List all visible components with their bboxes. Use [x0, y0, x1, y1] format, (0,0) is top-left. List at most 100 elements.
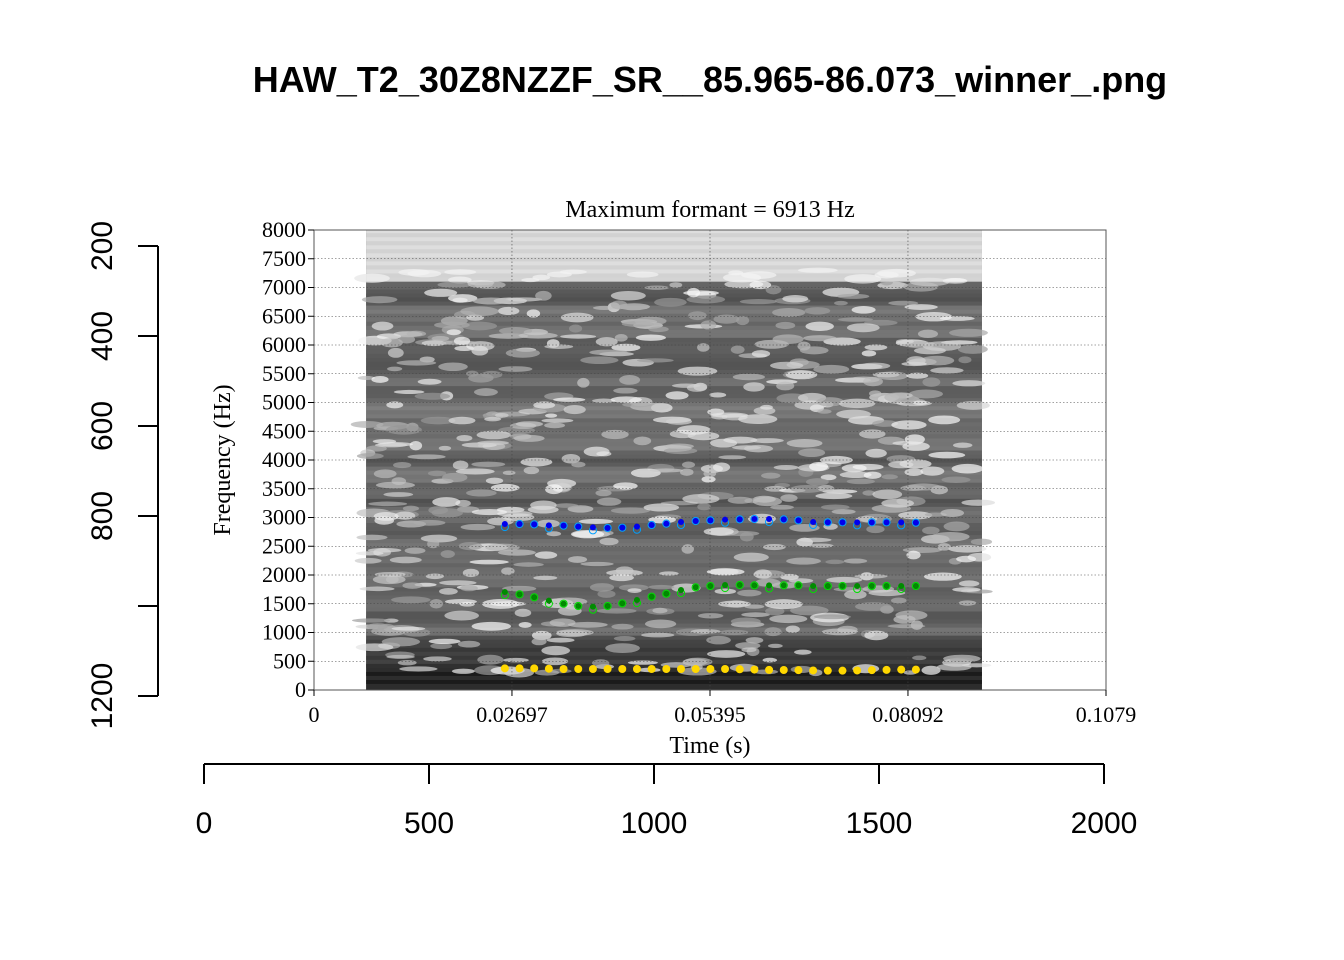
spectrogram-blob	[371, 376, 389, 383]
spectrogram-blob	[406, 330, 427, 337]
spectrogram-blob	[854, 573, 888, 579]
spectrogram-blob	[356, 534, 388, 541]
f2-point	[604, 602, 611, 609]
f3-point	[633, 523, 640, 530]
f3-point	[912, 519, 919, 526]
spectrogram-blob	[788, 578, 814, 584]
spectrogram-blob	[769, 361, 804, 370]
spectrogram-blob	[744, 604, 765, 609]
spectrogram-blob	[706, 635, 731, 645]
spectrogram-blob	[472, 297, 510, 305]
spectrogram-blob	[798, 537, 832, 543]
spectrogram-blob	[546, 531, 562, 537]
spectrogram-blob	[452, 460, 469, 470]
spectrogram-blob	[380, 337, 403, 348]
spectrogram-blob	[454, 345, 475, 351]
spectrogram-blob	[520, 457, 553, 467]
spectrogram-blob	[732, 373, 766, 381]
spectrogram-blob	[567, 556, 588, 563]
f2-ring	[647, 592, 656, 601]
spectrogram-blob	[474, 388, 498, 396]
spectrogram-blob	[730, 345, 745, 354]
spectrogram-blob	[789, 524, 820, 532]
spectrogram-blob	[404, 547, 426, 554]
f2-ring	[515, 590, 524, 599]
spectrogram-blob	[497, 306, 520, 316]
spectrogram-blob	[432, 497, 461, 507]
spectrogram-blob	[563, 405, 586, 415]
spectrogram-blob	[469, 559, 509, 565]
spectrogram-blob	[838, 317, 874, 322]
spectrogram-blob	[785, 625, 800, 633]
spectrogram-blob	[790, 484, 825, 493]
spectrogram-blob	[387, 347, 404, 358]
y-tick-label: 6500	[262, 303, 306, 328]
spectrogram-blob	[477, 440, 509, 446]
spectrogram-blob	[514, 608, 532, 617]
spectrogram-blob	[354, 557, 382, 564]
spectrogram-blob	[567, 621, 608, 628]
f2-ring	[530, 593, 539, 602]
spectrogram-blob	[923, 572, 962, 581]
spectrogram-blob	[813, 614, 852, 620]
spectrogram-blob	[374, 442, 408, 448]
spectrogram-blob	[906, 356, 926, 366]
f2-point	[707, 582, 714, 589]
spectrogram-blob	[764, 599, 803, 610]
spectrogram-blob	[356, 453, 384, 460]
spectrogram-blob	[859, 429, 886, 439]
y-tick-label: 1000	[262, 620, 306, 645]
f1-point	[882, 665, 891, 674]
spectrogram-blob	[407, 454, 446, 460]
spectrogram-blob	[619, 375, 641, 385]
spectrogram-blob	[357, 375, 375, 380]
f2-ring	[691, 583, 700, 592]
f3-ring	[706, 516, 715, 525]
spectrogram-blob	[682, 494, 720, 504]
f1-point	[853, 666, 862, 675]
f2-point	[854, 582, 861, 589]
spectrogram-blob	[703, 470, 717, 478]
f2-ring	[559, 599, 568, 608]
spectrogram-blob	[701, 476, 716, 483]
spectrogram-blob	[635, 334, 666, 341]
spectrogram-blob	[589, 583, 615, 592]
spectrogram-blob	[440, 550, 455, 558]
spectrogram-blob	[611, 343, 641, 352]
spectrogram-blob	[627, 588, 642, 593]
spectrogram-blob	[476, 430, 511, 440]
f3-point	[648, 521, 655, 528]
spectrogram-blob	[851, 306, 876, 314]
spectrogram-blob	[546, 637, 575, 643]
spectrogram-blob	[580, 561, 614, 567]
f2-point	[531, 594, 538, 601]
spectrogram-blob	[489, 601, 527, 607]
spectrogram-blob	[535, 290, 552, 301]
spectrogram-blob	[930, 367, 964, 374]
spectrogram-blob	[735, 642, 761, 650]
outer-bottom-tick-label: 0	[196, 807, 213, 840]
f2-point	[824, 582, 831, 589]
spectrogram-blob	[618, 584, 649, 591]
spectrogram-blob	[350, 421, 384, 428]
outer-left-tick-label: 600	[86, 401, 119, 451]
y-tick-label: 1500	[262, 591, 306, 616]
spectrogram-blob	[718, 455, 747, 460]
spectrogram-blob	[560, 312, 594, 323]
spectrogram-blob	[785, 370, 818, 380]
spectrogram-blob	[664, 443, 694, 450]
spectrogram-blob	[614, 333, 628, 342]
spectrogram-blob	[863, 471, 882, 479]
spectrogram-blob	[671, 383, 701, 388]
spectrogram-blob	[545, 413, 558, 418]
spectrogram-blob	[958, 580, 980, 587]
spectrogram-blob	[761, 472, 781, 479]
spectrogram-blob	[749, 280, 772, 290]
f2-point	[912, 582, 919, 589]
f3-point	[619, 524, 626, 531]
spectrogram-blob	[741, 612, 770, 618]
spectrogram-blob	[386, 401, 404, 409]
spectrogram-blob	[677, 366, 718, 376]
f3-ring	[794, 516, 803, 525]
spectrogram-blob	[446, 329, 462, 336]
